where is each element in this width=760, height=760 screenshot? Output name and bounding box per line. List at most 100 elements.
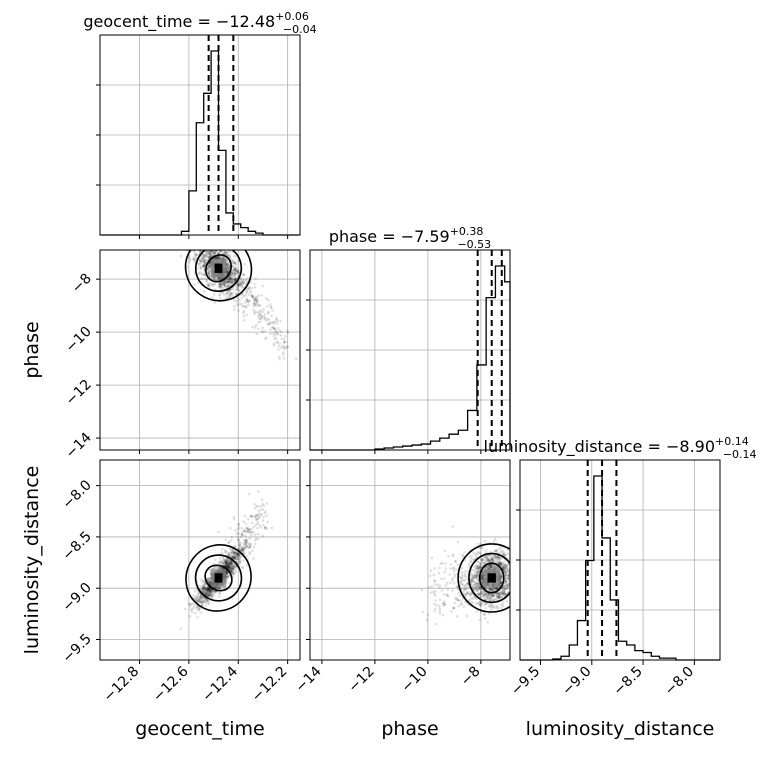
scatter-point bbox=[236, 552, 240, 556]
scatter-point bbox=[229, 292, 233, 295]
scatter-point bbox=[278, 329, 281, 332]
scatter-point bbox=[465, 592, 468, 596]
scatter-point bbox=[502, 551, 506, 555]
scatter-point bbox=[224, 251, 228, 254]
scatter-point bbox=[475, 570, 479, 573]
scatter-point bbox=[230, 271, 234, 275]
scatter-point bbox=[224, 559, 228, 562]
scatter-point bbox=[203, 590, 206, 594]
scatter-point bbox=[490, 598, 494, 601]
scatter-point bbox=[487, 587, 491, 591]
scatter-point bbox=[210, 236, 213, 239]
title-minus: −0.14 bbox=[723, 448, 757, 461]
scatter-point bbox=[242, 559, 245, 562]
scatter-point bbox=[210, 250, 214, 253]
scatter-point bbox=[484, 595, 487, 598]
scatter-point bbox=[205, 593, 208, 596]
scatter-point bbox=[225, 281, 229, 284]
scatter-point bbox=[254, 302, 257, 306]
scatter-point bbox=[500, 592, 503, 596]
scatter-point bbox=[191, 602, 195, 605]
scatter-point bbox=[492, 594, 495, 598]
scatter-point bbox=[244, 547, 247, 551]
scatter-point bbox=[459, 580, 463, 583]
scatter-point bbox=[277, 348, 280, 351]
scatter-point bbox=[490, 565, 494, 568]
scatter-point bbox=[183, 607, 187, 611]
scatter-point bbox=[208, 581, 212, 584]
scatter-point bbox=[248, 528, 251, 531]
scatter-point bbox=[484, 558, 487, 562]
scatter-point bbox=[466, 581, 469, 585]
scatter-point bbox=[206, 577, 209, 581]
scatter-point bbox=[205, 245, 208, 248]
scatter-point bbox=[233, 277, 237, 280]
scatter-point bbox=[472, 551, 476, 555]
scatter-point bbox=[232, 571, 236, 574]
scatter-point bbox=[264, 316, 267, 320]
scatter-point bbox=[184, 241, 187, 244]
scatter-point bbox=[198, 598, 201, 602]
scatter-point bbox=[209, 593, 213, 597]
scatter-point bbox=[476, 567, 479, 570]
scatter-point bbox=[439, 562, 443, 566]
scatter-point bbox=[501, 566, 505, 569]
scatter-point bbox=[490, 604, 494, 608]
scatter-point bbox=[201, 272, 205, 276]
scatter-point bbox=[498, 593, 501, 596]
scatter-point bbox=[233, 550, 236, 554]
scatter-point bbox=[253, 312, 256, 316]
scatter-point bbox=[195, 267, 199, 271]
scatter-point bbox=[229, 560, 233, 564]
scatter-point bbox=[209, 589, 213, 593]
scatter-point bbox=[219, 285, 223, 289]
scatter-point bbox=[500, 580, 503, 584]
scatter-point bbox=[480, 580, 484, 584]
scatter-point bbox=[207, 593, 210, 597]
scatter-point bbox=[223, 559, 227, 562]
scatter-point bbox=[503, 570, 507, 574]
scatter-point bbox=[233, 261, 237, 265]
scatter-point bbox=[261, 508, 265, 511]
scatter-point bbox=[207, 265, 211, 269]
scatter-point bbox=[249, 542, 253, 546]
scatter-point bbox=[249, 531, 252, 534]
scatter-point bbox=[234, 272, 238, 276]
scatter-point bbox=[512, 575, 515, 578]
scatter-point bbox=[490, 603, 494, 607]
scatter-point bbox=[201, 246, 204, 249]
scatter-point bbox=[212, 250, 216, 253]
scatter-point bbox=[208, 243, 211, 246]
scatter-point bbox=[481, 557, 484, 561]
scatter-point bbox=[227, 562, 231, 566]
title-value: luminosity_distance = −8.90 bbox=[484, 437, 715, 457]
scatter-point bbox=[495, 555, 499, 559]
scatter-point bbox=[503, 591, 507, 594]
scatter-point bbox=[256, 301, 259, 305]
scatter-point bbox=[264, 319, 268, 323]
scatter-point bbox=[217, 285, 221, 288]
scatter-point bbox=[233, 279, 236, 283]
scatter-point bbox=[265, 336, 268, 339]
scatter-point bbox=[200, 260, 204, 263]
scatter-point bbox=[232, 515, 236, 519]
scatter-point bbox=[487, 597, 490, 600]
scatter-point bbox=[214, 590, 217, 594]
scatter-point bbox=[480, 574, 484, 577]
scatter-point bbox=[235, 299, 239, 303]
scatter-point bbox=[257, 516, 260, 519]
scatter-point bbox=[208, 588, 211, 591]
scatter-point bbox=[253, 506, 257, 510]
scatter-point bbox=[230, 561, 234, 564]
scatter-point bbox=[208, 255, 211, 258]
scatter-point bbox=[216, 255, 220, 259]
scatter-point bbox=[234, 555, 238, 559]
scatter-point bbox=[474, 566, 477, 570]
scatter-point bbox=[195, 595, 198, 599]
scatter-point bbox=[227, 563, 230, 567]
scatter-point bbox=[226, 552, 230, 556]
scatter-point bbox=[198, 607, 202, 610]
scatter-point bbox=[218, 283, 222, 286]
scatter-point bbox=[221, 282, 225, 286]
scatter-point bbox=[203, 591, 206, 594]
